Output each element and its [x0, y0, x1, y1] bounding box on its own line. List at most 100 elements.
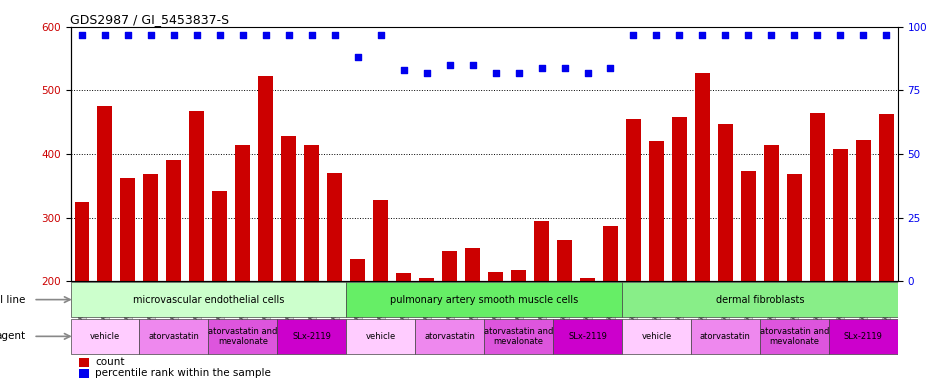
Bar	[70, 282, 346, 317]
Bar	[346, 282, 622, 317]
Point	[534, 65, 549, 71]
Text: atorvastatin: atorvastatin	[424, 332, 475, 341]
Point	[672, 31, 687, 38]
Bar	[879, 114, 894, 281]
Bar	[626, 119, 641, 281]
Point	[879, 31, 894, 38]
Point	[649, 31, 664, 38]
Bar	[622, 282, 898, 317]
Bar	[373, 200, 388, 281]
Point	[258, 31, 274, 38]
Bar	[351, 259, 365, 281]
Point	[787, 31, 802, 38]
Point	[809, 31, 824, 38]
Point	[465, 62, 480, 68]
Bar	[829, 319, 898, 354]
Point	[189, 31, 204, 38]
Text: atorvastatin and
mevalonate: atorvastatin and mevalonate	[208, 327, 277, 346]
Bar	[718, 124, 733, 281]
Bar	[672, 117, 687, 281]
Bar	[397, 273, 411, 281]
Bar	[166, 161, 181, 281]
Point	[626, 31, 641, 38]
Bar	[488, 272, 503, 281]
Bar	[649, 141, 664, 281]
Point	[741, 31, 756, 38]
Text: count: count	[95, 357, 125, 367]
Bar	[189, 111, 204, 281]
Bar	[79, 358, 88, 367]
Bar	[553, 319, 622, 354]
Bar	[74, 202, 89, 281]
Bar	[70, 319, 139, 354]
Text: SLx-2119: SLx-2119	[292, 332, 331, 341]
Point	[305, 31, 320, 38]
Bar	[691, 319, 760, 354]
Text: atorvastatin and
mevalonate: atorvastatin and mevalonate	[760, 327, 829, 346]
Bar	[120, 178, 135, 281]
Point	[442, 62, 457, 68]
Point	[144, 31, 159, 38]
Bar	[833, 149, 848, 281]
Bar	[235, 144, 250, 281]
Bar	[209, 319, 277, 354]
Bar	[741, 170, 756, 281]
Point	[855, 31, 870, 38]
Bar	[622, 319, 691, 354]
Bar	[258, 76, 274, 281]
Point	[235, 31, 250, 38]
Bar	[419, 278, 434, 281]
Point	[603, 65, 618, 71]
Bar	[305, 144, 320, 281]
Point	[557, 65, 572, 71]
Bar	[511, 270, 526, 281]
Bar	[415, 319, 484, 354]
Point	[580, 70, 595, 76]
Bar	[534, 221, 549, 281]
Bar	[760, 319, 829, 354]
Text: microvascular endothelial cells: microvascular endothelial cells	[133, 295, 284, 305]
Bar	[695, 73, 710, 281]
Point	[718, 31, 733, 38]
Text: cell line: cell line	[0, 295, 25, 305]
Point	[281, 31, 296, 38]
Text: SLx-2119: SLx-2119	[844, 332, 883, 341]
Bar	[277, 319, 346, 354]
Bar	[580, 278, 595, 281]
Point	[764, 31, 779, 38]
Point	[695, 31, 710, 38]
Point	[488, 70, 503, 76]
Text: atorvastatin: atorvastatin	[149, 332, 199, 341]
Point	[120, 31, 135, 38]
Point	[98, 31, 113, 38]
Bar	[281, 136, 296, 281]
Text: atorvastatin and
mevalonate: atorvastatin and mevalonate	[484, 327, 554, 346]
Point	[396, 67, 411, 73]
Bar	[764, 144, 778, 281]
Bar	[79, 369, 88, 378]
Text: pulmonary artery smooth muscle cells: pulmonary artery smooth muscle cells	[390, 295, 578, 305]
Text: GDS2987 / GI_5453837-S: GDS2987 / GI_5453837-S	[70, 13, 229, 26]
Bar	[557, 240, 572, 281]
Bar	[603, 226, 618, 281]
Bar	[465, 248, 480, 281]
Point	[511, 70, 526, 76]
Bar	[346, 319, 415, 354]
Bar	[809, 113, 824, 281]
Text: percentile rank within the sample: percentile rank within the sample	[95, 368, 272, 378]
Point	[327, 31, 342, 38]
Point	[212, 31, 227, 38]
Point	[373, 31, 388, 38]
Text: vehicle: vehicle	[641, 332, 671, 341]
Text: atorvastatin: atorvastatin	[700, 332, 751, 341]
Text: vehicle: vehicle	[90, 332, 120, 341]
Text: agent: agent	[0, 331, 25, 341]
Bar	[144, 174, 158, 281]
Text: dermal fibroblasts: dermal fibroblasts	[715, 295, 804, 305]
Point	[833, 31, 848, 38]
Text: SLx-2119: SLx-2119	[568, 332, 607, 341]
Bar	[442, 252, 457, 281]
Bar	[212, 191, 227, 281]
Bar	[855, 140, 870, 281]
Bar	[139, 319, 209, 354]
